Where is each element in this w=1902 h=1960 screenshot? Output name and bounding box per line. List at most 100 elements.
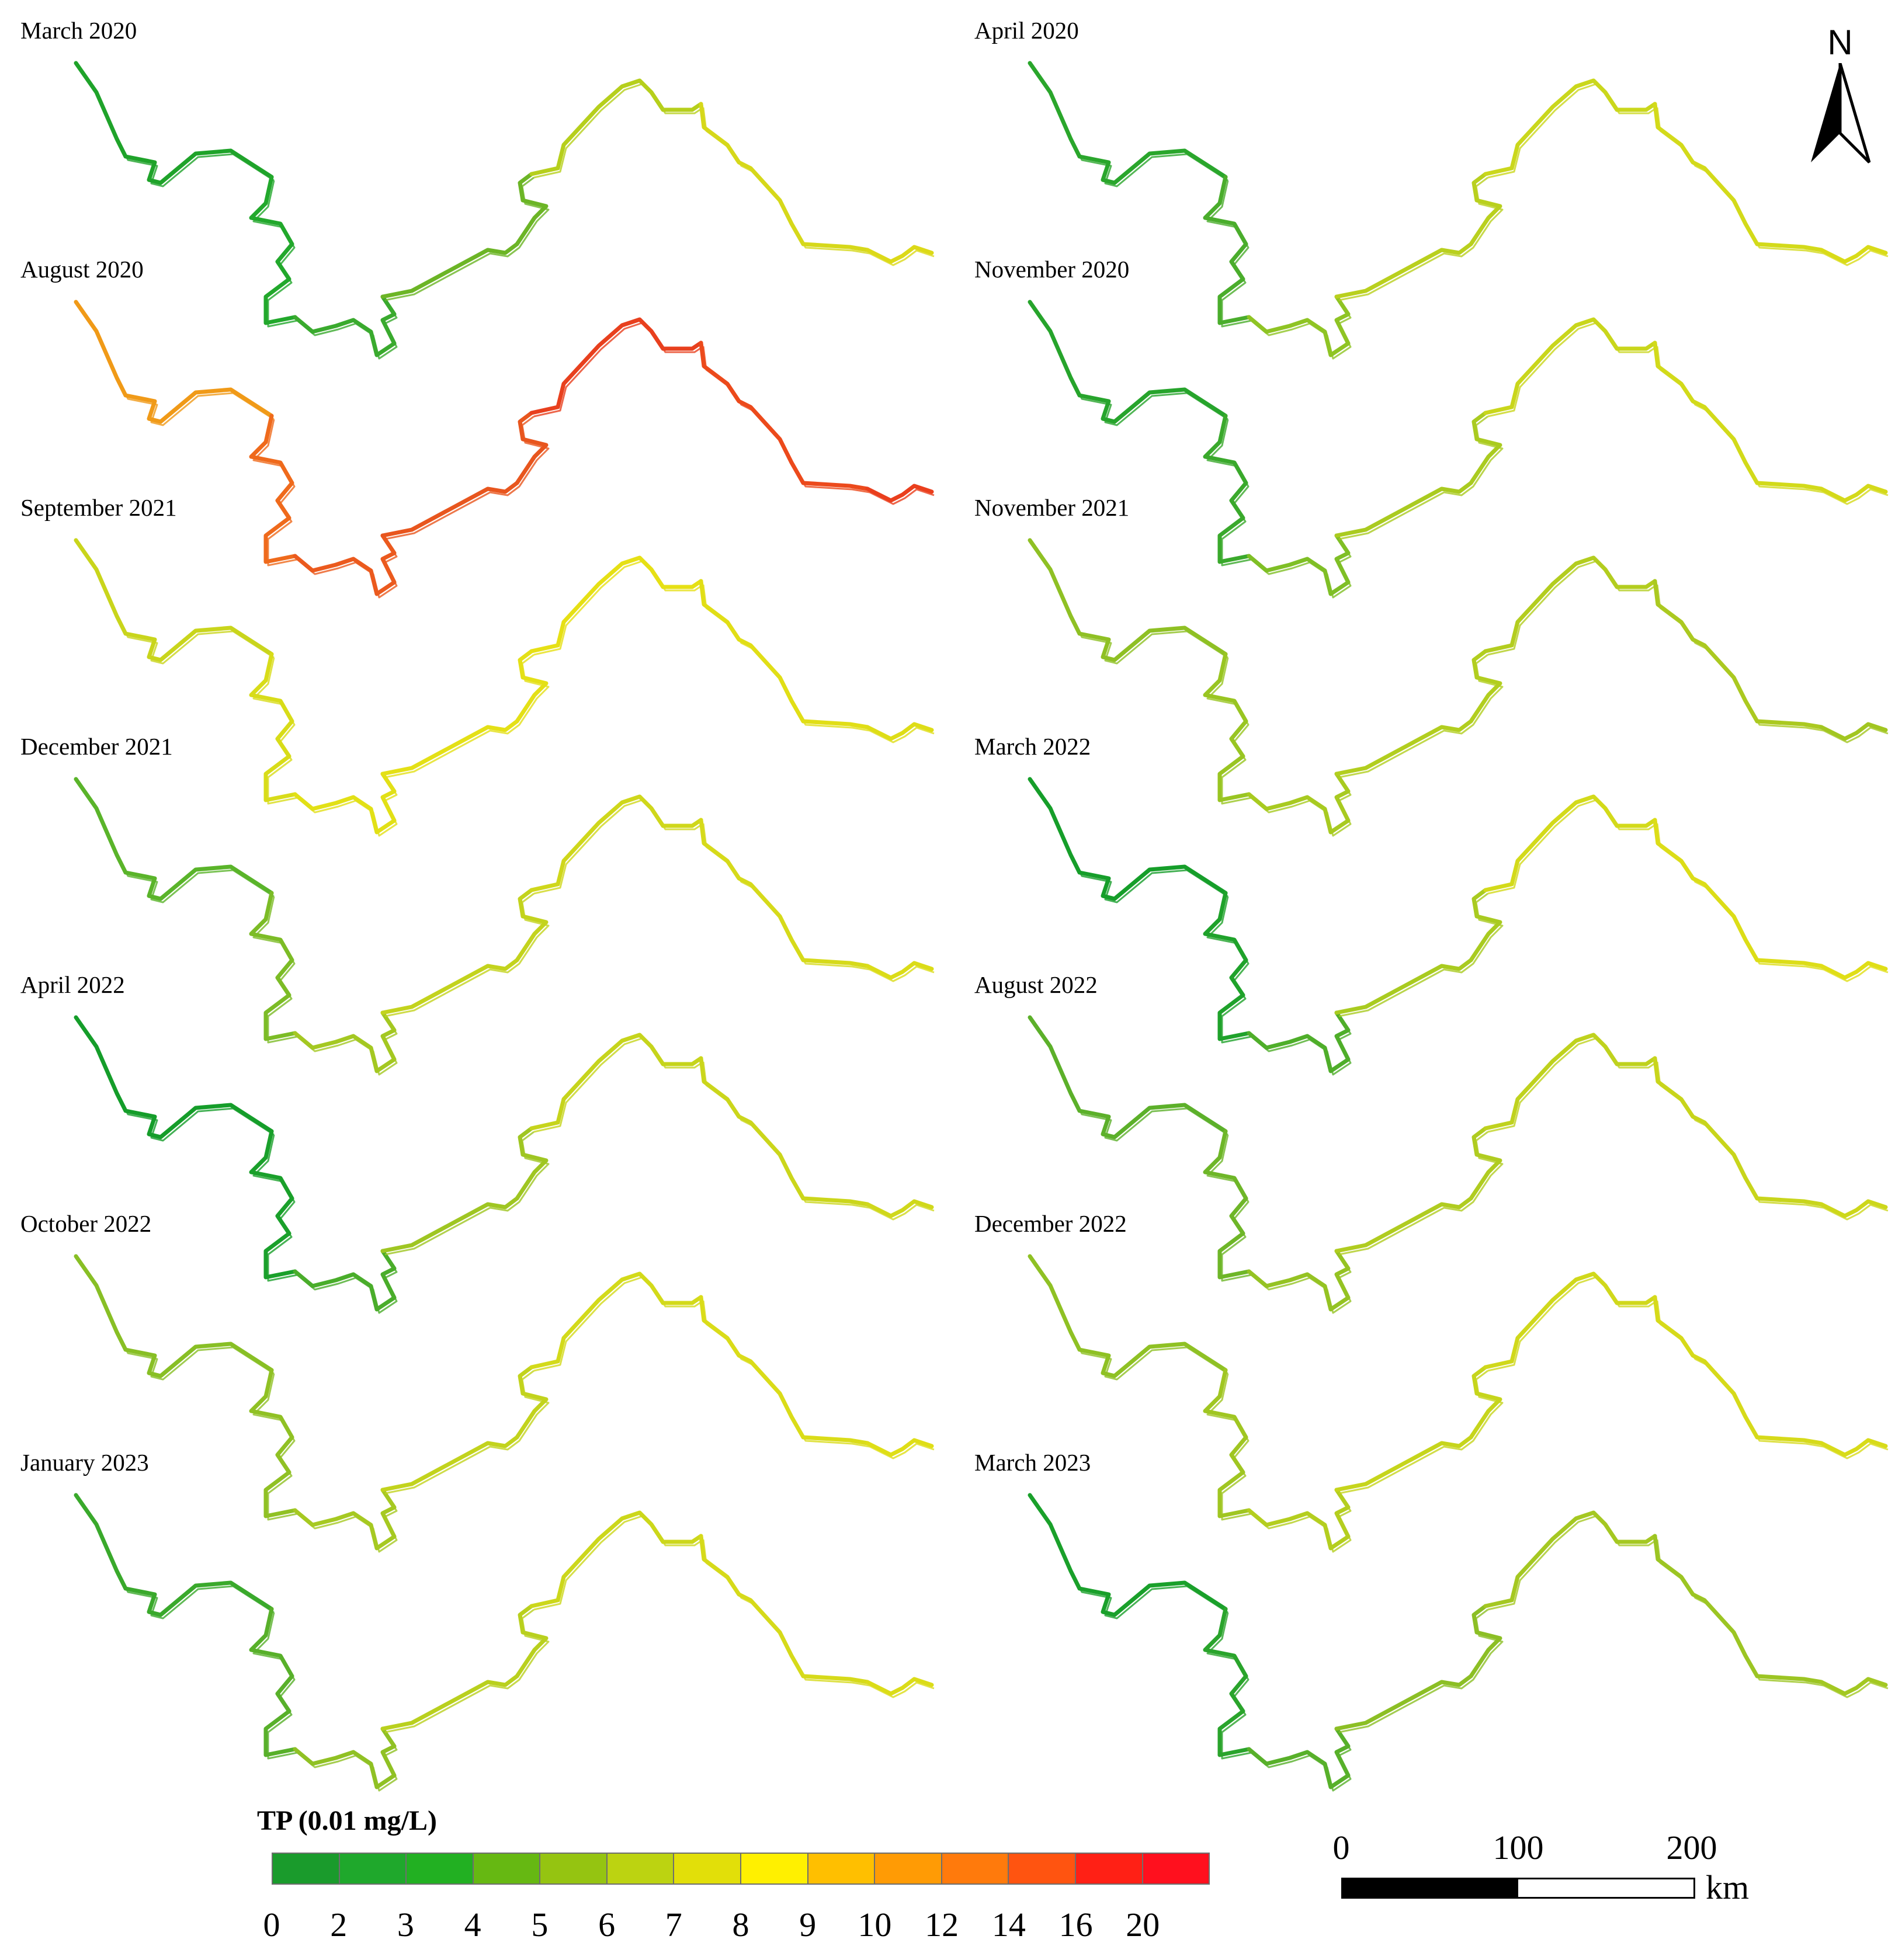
map-panel: November 2021 bbox=[974, 494, 1902, 837]
river-segment bbox=[293, 1249, 397, 1312]
river-segment bbox=[1653, 340, 1824, 491]
river-bank bbox=[702, 1539, 870, 1687]
river-segment bbox=[529, 794, 703, 892]
river-bank bbox=[1206, 657, 1252, 805]
river-bank bbox=[1823, 965, 1889, 982]
river-segment bbox=[699, 1056, 870, 1207]
river-segment bbox=[74, 538, 274, 662]
legend-tick-label: 3 bbox=[397, 1906, 414, 1944]
map-panel: December 2022 bbox=[974, 1210, 1902, 1553]
river-bank bbox=[1251, 300, 1352, 360]
river-bank bbox=[297, 1732, 398, 1792]
panel-date-label: January 2023 bbox=[20, 1449, 149, 1476]
river-segment bbox=[293, 294, 397, 357]
river-bank bbox=[1656, 1300, 1824, 1448]
river-bank bbox=[1251, 1016, 1352, 1076]
river-bank bbox=[702, 584, 870, 732]
map-panel: March 2020 bbox=[20, 16, 967, 360]
river-segment bbox=[293, 1010, 397, 1073]
river-segment bbox=[1653, 1056, 1824, 1207]
river-bank bbox=[1338, 415, 1504, 540]
river-segment bbox=[380, 888, 549, 1015]
legend-tick-label: 2 bbox=[330, 1906, 348, 1944]
legend-swatch bbox=[473, 1854, 541, 1883]
map-panel: December 2021 bbox=[20, 732, 967, 1076]
river-segment bbox=[865, 722, 934, 741]
river-bank bbox=[1206, 896, 1252, 1044]
river-map bbox=[74, 777, 935, 1076]
panel-date-label: August 2020 bbox=[20, 256, 144, 283]
river-segment bbox=[1028, 777, 1228, 901]
panel-date-label: November 2020 bbox=[974, 256, 1130, 283]
river-segment bbox=[1653, 102, 1824, 252]
river-segment bbox=[1653, 579, 1824, 729]
river-segment bbox=[865, 1199, 934, 1218]
river-map bbox=[1028, 777, 1889, 1076]
river-bank bbox=[869, 965, 935, 982]
legend-swatch bbox=[674, 1854, 742, 1883]
river-segment bbox=[529, 78, 703, 176]
river-bank bbox=[1251, 1254, 1352, 1314]
river-segment bbox=[529, 317, 703, 415]
river-segment bbox=[1819, 245, 1888, 264]
river-bank bbox=[869, 249, 935, 266]
river-segment bbox=[380, 172, 549, 299]
legend-swatch bbox=[1009, 1854, 1076, 1883]
river-segment bbox=[74, 1254, 274, 1378]
river-segment bbox=[1819, 484, 1888, 503]
river-bank bbox=[1656, 1539, 1824, 1687]
river-bank bbox=[1823, 1204, 1889, 1221]
river-map bbox=[1028, 61, 1889, 360]
river-bank bbox=[702, 346, 870, 494]
scale-bar bbox=[1341, 1878, 1695, 1899]
river-bank bbox=[77, 305, 275, 426]
river-segment bbox=[1483, 78, 1657, 176]
river-segment bbox=[74, 61, 274, 185]
river-bank bbox=[1487, 1276, 1658, 1372]
panel-date-label: March 2023 bbox=[974, 1449, 1091, 1476]
river-segment bbox=[699, 102, 870, 252]
river-segment bbox=[529, 555, 703, 654]
river-segment bbox=[1203, 891, 1251, 1041]
river-bank bbox=[702, 823, 870, 971]
river-bank bbox=[533, 1037, 704, 1133]
map-panel: October 2022 bbox=[20, 1210, 967, 1553]
panel-date-label: November 2021 bbox=[974, 494, 1130, 521]
legend-tick-label: 4 bbox=[464, 1906, 481, 1944]
river-bank bbox=[702, 107, 870, 255]
legend-swatch bbox=[741, 1854, 808, 1883]
river-segment bbox=[1203, 1129, 1251, 1280]
river-segment bbox=[1028, 300, 1228, 424]
north-letter: N bbox=[1827, 23, 1853, 62]
river-bank bbox=[1031, 1498, 1228, 1620]
river-bank bbox=[297, 538, 398, 599]
river-segment bbox=[1203, 652, 1251, 802]
legend-swatch bbox=[875, 1854, 942, 1883]
river-bank bbox=[384, 1370, 550, 1495]
map-panel: March 2022 bbox=[974, 732, 1902, 1076]
river-bank bbox=[1338, 176, 1504, 301]
map-panel: April 2020 bbox=[974, 16, 1902, 360]
legend-tick-label: 16 bbox=[1058, 1906, 1093, 1944]
river-segment bbox=[1028, 1015, 1228, 1139]
legend-swatch bbox=[339, 1854, 407, 1883]
scale-bar-white-segment bbox=[1518, 1879, 1693, 1897]
panel-date-label: December 2022 bbox=[974, 1210, 1127, 1237]
legend-tick-label: 7 bbox=[665, 1906, 682, 1944]
river-bank bbox=[1251, 1732, 1352, 1792]
scale-tick-label: 0 bbox=[1332, 1829, 1350, 1867]
river-map bbox=[1028, 1254, 1889, 1553]
river-map bbox=[74, 61, 935, 360]
river-bank bbox=[1338, 1370, 1504, 1495]
north-arrow-icon bbox=[1811, 63, 1871, 164]
river-segment bbox=[699, 1534, 870, 1684]
river-segment bbox=[1247, 294, 1351, 357]
river-segment bbox=[1653, 1295, 1824, 1445]
legend-tick-label: 9 bbox=[799, 1906, 817, 1944]
river-segment bbox=[1203, 1607, 1251, 1757]
panel-date-label: October 2022 bbox=[20, 1210, 152, 1237]
river-segment bbox=[1247, 1249, 1351, 1312]
river-bank bbox=[252, 896, 298, 1044]
river-segment bbox=[1483, 794, 1657, 892]
river-bank bbox=[1031, 305, 1228, 426]
